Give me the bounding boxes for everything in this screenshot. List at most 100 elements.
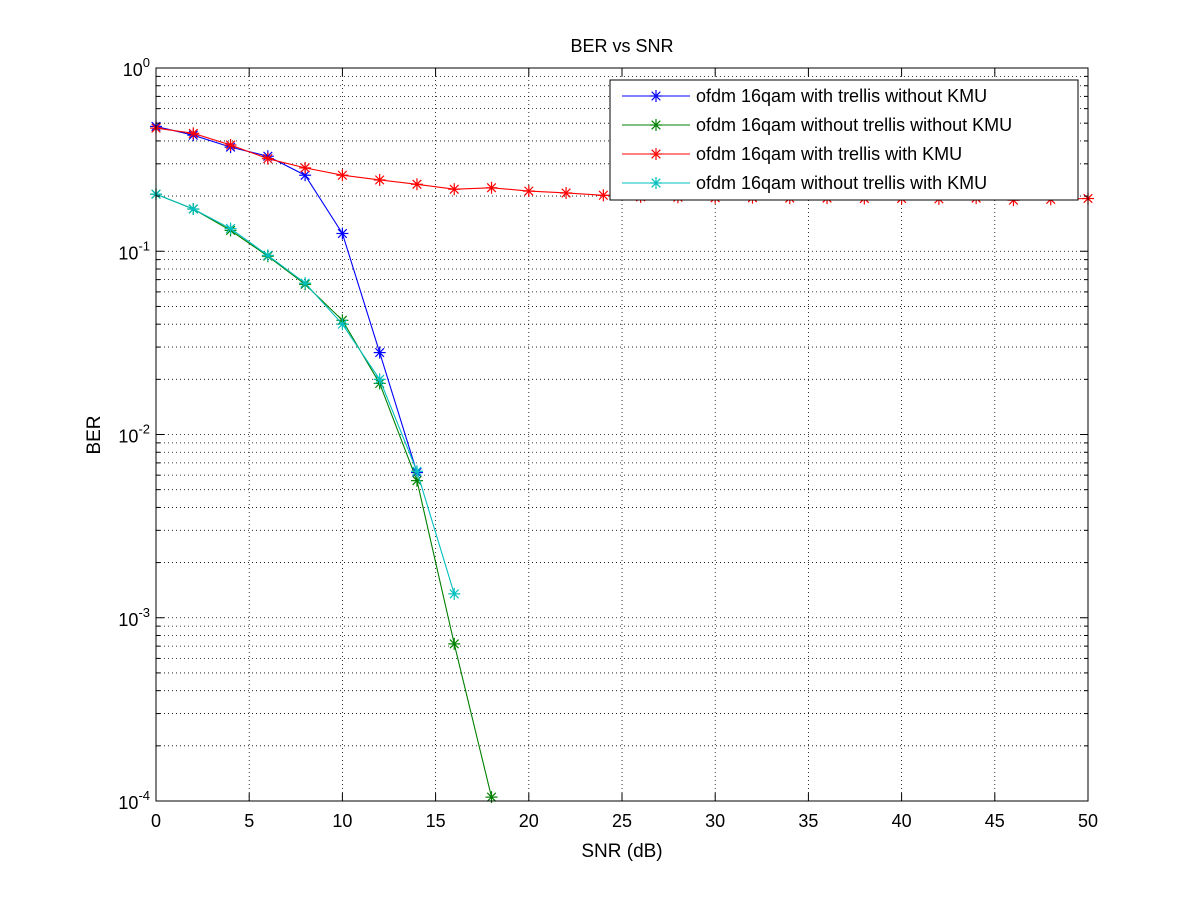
data-point	[448, 587, 461, 600]
legend-box	[609, 79, 1079, 201]
y-tick-base: 10	[118, 793, 138, 813]
legend-marker	[650, 90, 662, 102]
y-tick-exponent: -2	[138, 422, 150, 437]
legend-marker	[650, 148, 662, 160]
marker-stroke	[486, 183, 497, 193]
y-tick-label: 10-3	[118, 605, 150, 630]
data-point	[261, 249, 274, 262]
y-tick-base: 10	[123, 60, 143, 80]
data-point	[448, 183, 461, 196]
marker-stroke	[337, 319, 348, 329]
marker-stroke	[188, 128, 199, 139]
data-point	[522, 185, 535, 198]
legend-label: ofdm 16qam with trellis with KMU	[696, 144, 962, 164]
legend-label: ofdm 16qam with trellis without KMU	[696, 86, 987, 106]
marker-stroke	[374, 347, 385, 358]
x-tick-label: 5	[244, 811, 254, 831]
data-point	[373, 373, 386, 386]
data-point	[448, 637, 461, 650]
data-point	[299, 277, 312, 290]
data-point	[373, 346, 386, 359]
data-point	[299, 161, 312, 174]
legend-item: ofdm 16qam without trellis without KMU	[622, 115, 1012, 135]
legend-label: ofdm 16qam without trellis without KMU	[696, 115, 1012, 135]
data-point	[336, 318, 349, 331]
y-tick-label: 10-1	[118, 238, 150, 263]
x-tick-label: 50	[1078, 811, 1098, 831]
marker-stroke	[412, 475, 422, 486]
data-point	[560, 186, 573, 199]
x-tick-label: 40	[892, 811, 912, 831]
data-point	[336, 227, 349, 240]
marker-stroke	[300, 163, 310, 173]
y-tick-exponent: -1	[138, 238, 150, 253]
data-point	[485, 791, 498, 804]
legend-item: ofdm 16qam with trellis without KMU	[622, 86, 987, 106]
marker-stroke	[524, 186, 534, 196]
marker-stroke	[337, 170, 348, 180]
y-tick-label: 100	[123, 55, 150, 80]
marker-stroke	[337, 228, 348, 239]
data-point	[485, 181, 498, 194]
data-point	[373, 173, 386, 186]
marker-stroke	[412, 179, 422, 190]
marker-stroke	[561, 188, 571, 198]
data-point	[224, 139, 237, 152]
marker-stroke	[263, 153, 273, 164]
y-tick-exponent: -3	[138, 605, 150, 620]
data-point	[299, 169, 312, 182]
x-tick-label: 15	[426, 811, 446, 831]
marker-stroke	[449, 184, 459, 194]
marker-stroke	[651, 178, 661, 188]
x-tick-label: 20	[519, 811, 539, 831]
marker-stroke	[225, 140, 236, 150]
y-tick-base: 10	[118, 427, 138, 447]
marker-stroke	[225, 223, 236, 234]
legend: ofdm 16qam with trellis without KMU ofdm …	[609, 79, 1079, 201]
data-point	[410, 465, 423, 478]
data-point	[597, 189, 610, 202]
marker-stroke	[300, 170, 310, 180]
x-tick-label: 30	[705, 811, 725, 831]
x-tick-label: 0	[151, 811, 161, 831]
marker-stroke	[651, 120, 661, 130]
marker-stroke	[374, 374, 385, 385]
y-tick-label: 10-2	[118, 422, 150, 447]
x-tick-label: 10	[332, 811, 352, 831]
y-tick-label: 10-4	[118, 788, 150, 813]
marker-stroke	[374, 175, 385, 185]
data-point	[224, 222, 237, 235]
legend-marker	[650, 177, 662, 189]
data-point	[410, 178, 423, 191]
data-point	[261, 152, 274, 165]
y-tick-exponent: -4	[138, 788, 150, 803]
axis-ticks	[155, 67, 1089, 802]
x-tick-label: 35	[798, 811, 818, 831]
y-tick-base: 10	[118, 243, 138, 263]
chart-title: BER vs SNR	[570, 36, 673, 56]
series-line	[155, 193, 493, 798]
legend-item: ofdm 16qam without trellis with KMU	[622, 173, 987, 193]
marker-stroke	[300, 278, 310, 288]
marker-stroke	[651, 149, 661, 159]
legend-label: ofdm 16qam without trellis with KMU	[696, 173, 987, 193]
series-line	[155, 125, 418, 473]
marker-stroke	[598, 190, 609, 201]
marker-stroke	[449, 589, 459, 599]
marker-stroke	[263, 250, 273, 261]
marker-stroke	[486, 792, 497, 802]
data-point	[336, 169, 349, 182]
data-point	[187, 127, 200, 140]
y-tick-base: 10	[118, 610, 138, 630]
x-tick-label: 45	[985, 811, 1005, 831]
series-4	[150, 188, 461, 600]
marker-stroke	[188, 204, 199, 214]
marker-stroke	[449, 639, 459, 649]
y-axis-label: BER	[84, 415, 105, 454]
marker-stroke	[651, 91, 661, 101]
legend-marker	[650, 119, 662, 131]
marker-stroke	[412, 466, 422, 477]
legend-item: ofdm 16qam with trellis with KMU	[622, 144, 962, 164]
